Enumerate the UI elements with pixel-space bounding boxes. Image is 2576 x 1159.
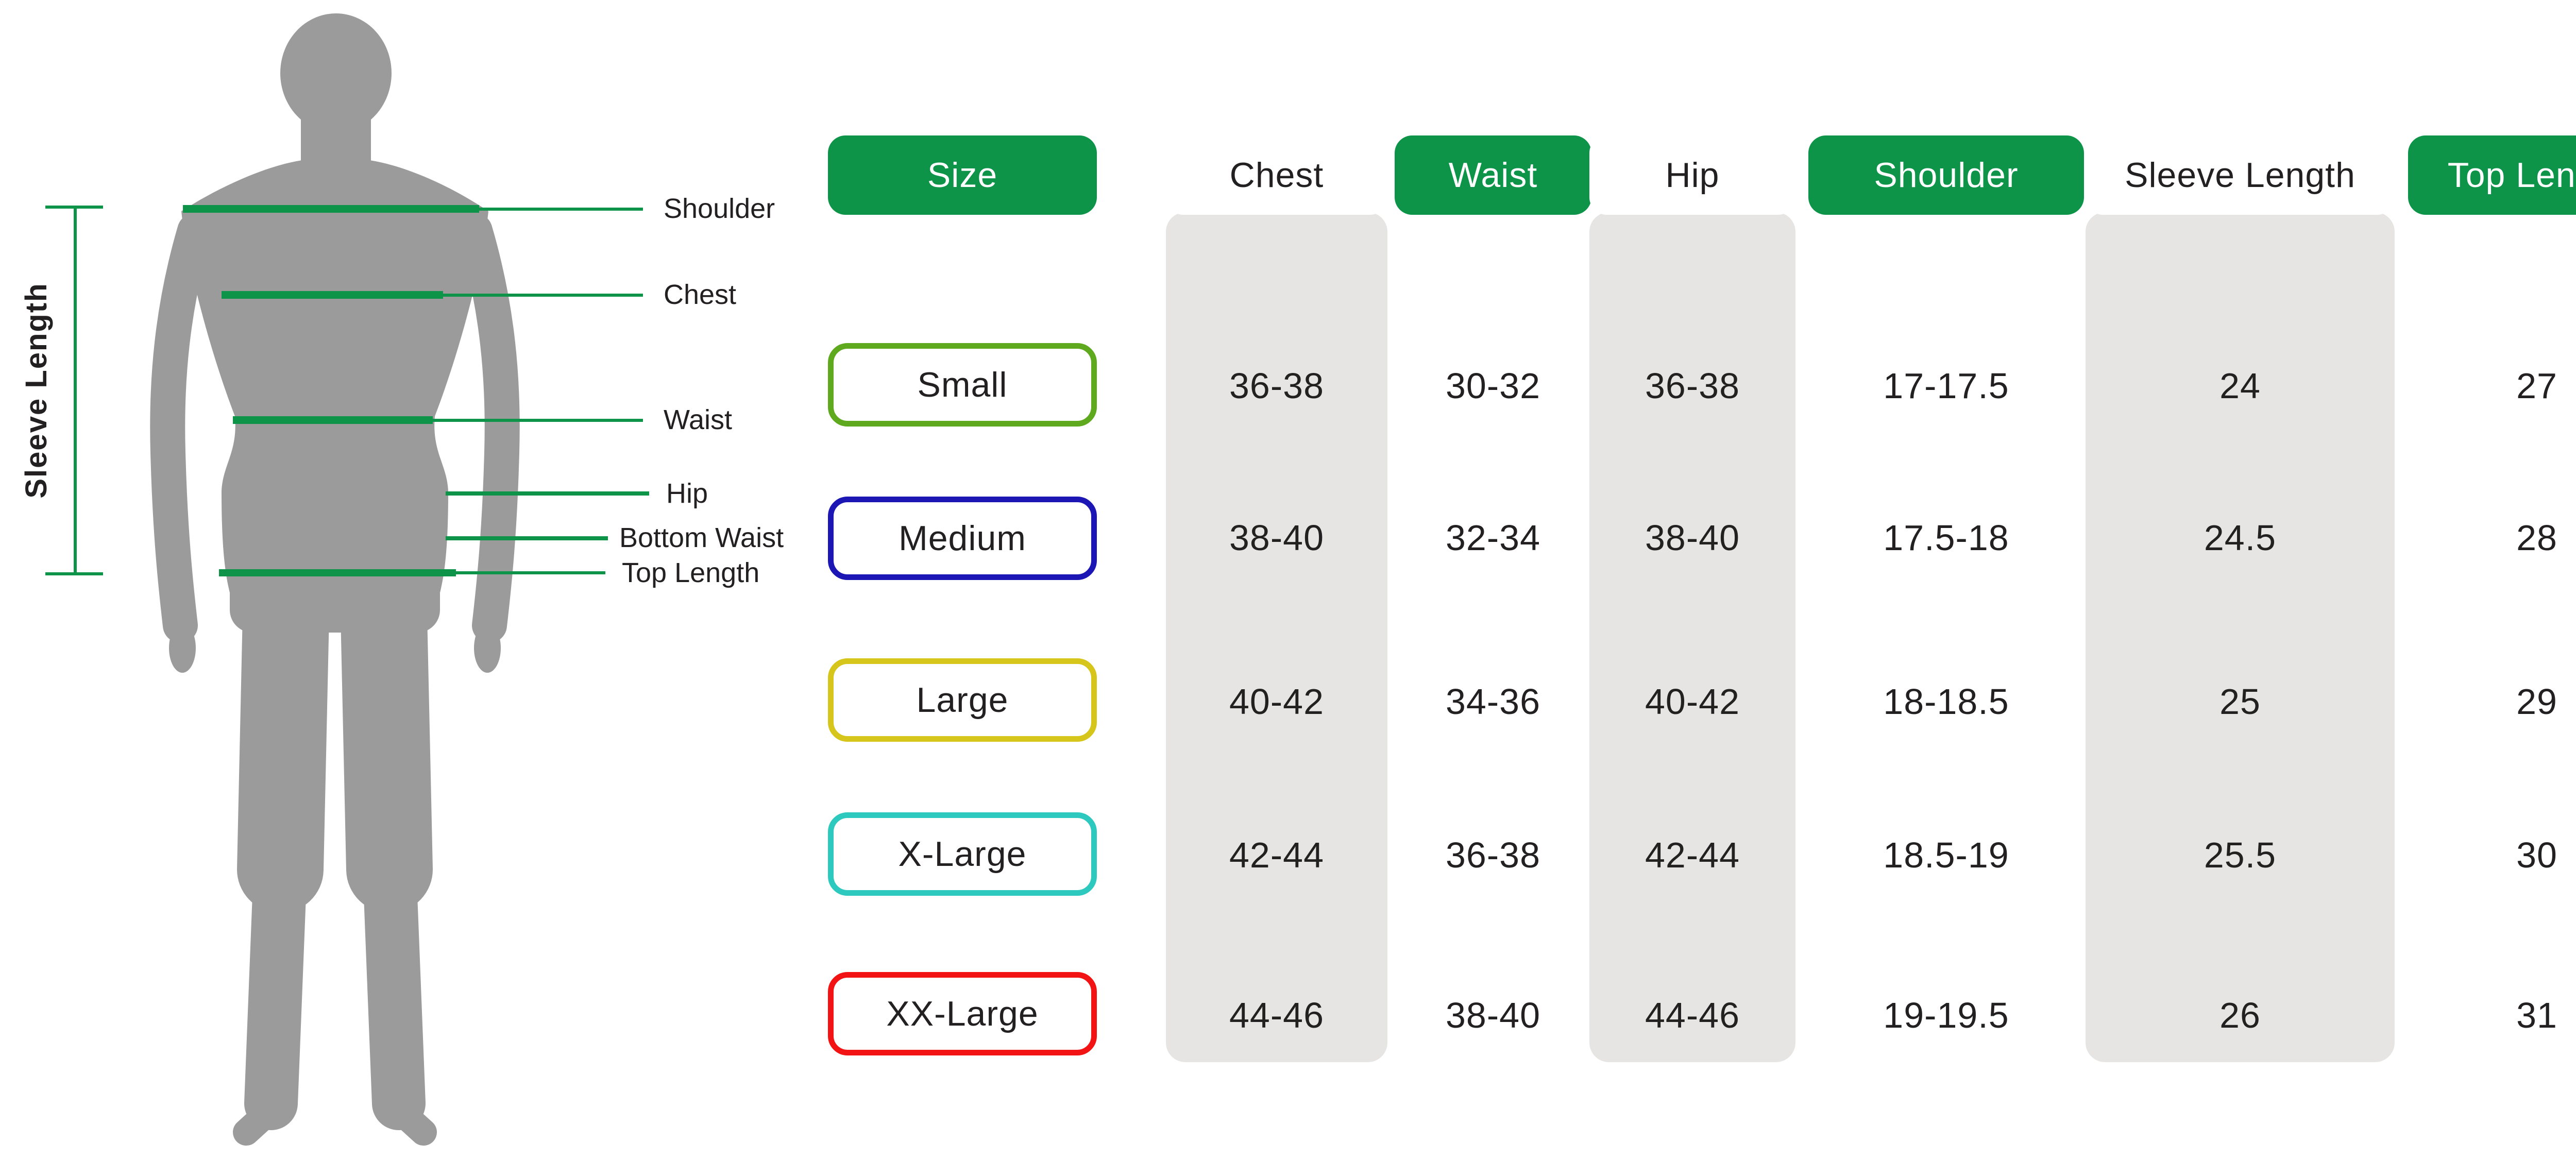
cell-xx-large-sleeve-length: 26: [2219, 995, 2261, 1035]
chest-leader-line: [443, 294, 643, 297]
cell-xx-large-top-length: 31: [2516, 995, 2557, 1035]
column-band-hip: [1589, 212, 1795, 1062]
cell-small-hip: 36-38: [1645, 366, 1740, 406]
column-header-chest: Chest: [1166, 135, 1387, 215]
cell-medium-top-length: 28: [2516, 518, 2557, 558]
sleeve-length-vertical-line: [74, 207, 77, 574]
sleeve-length-top-tick: [45, 206, 103, 209]
cell-small-chest: 36-38: [1229, 366, 1325, 406]
column-header-sleeve-length: Sleeve Length: [2086, 135, 2395, 215]
shoulder-label: Shoulder: [664, 193, 775, 224]
waist-label: Waist: [664, 404, 732, 435]
cell-x-large-waist: 36-38: [1445, 835, 1541, 875]
cell-xx-large-hip: 44-46: [1645, 995, 1740, 1035]
bottom-waist-label: Bottom Waist: [619, 522, 784, 553]
cell-medium-hip: 38-40: [1645, 518, 1740, 558]
cell-x-large-sleeve-length: 25.5: [2204, 835, 2277, 875]
cell-medium-chest: 38-40: [1229, 518, 1325, 558]
cell-medium-sleeve-length: 24.5: [2204, 518, 2277, 558]
cell-x-large-shoulder: 18.5-19: [1883, 835, 2009, 875]
cell-x-large-chest: 42-44: [1229, 835, 1325, 875]
size-badge-x-large: X-Large: [828, 812, 1097, 896]
cell-x-large-hip: 42-44: [1645, 835, 1740, 875]
cell-medium-shoulder: 17.5-18: [1883, 518, 2009, 558]
cell-xx-large-chest: 44-46: [1229, 995, 1325, 1035]
column-header-waist: Waist: [1395, 135, 1591, 215]
cell-small-sleeve-length: 24: [2219, 366, 2261, 406]
hip-label: Hip: [666, 478, 708, 509]
top-length-label: Top Length: [622, 557, 760, 588]
size-badge-small: Small: [828, 343, 1097, 427]
cell-x-large-top-length: 30: [2516, 835, 2557, 875]
top-length-leader-line: [456, 571, 605, 574]
size-badge-xx-large: XX-Large: [828, 972, 1097, 1055]
cell-large-top-length: 29: [2516, 681, 2557, 722]
cell-small-waist: 30-32: [1445, 366, 1541, 406]
cell-large-hip: 40-42: [1645, 681, 1740, 722]
cell-medium-waist: 32-34: [1445, 518, 1541, 558]
shoulder-measure-line: [183, 205, 479, 213]
cell-small-shoulder: 17-17.5: [1883, 366, 2009, 406]
bottom-waist-measure-line: [446, 536, 608, 540]
column-band-chest: [1166, 212, 1387, 1062]
waist-measure-line: [233, 416, 433, 424]
size-badge-large: Large: [828, 658, 1097, 742]
chest-measure-line: [222, 291, 443, 299]
cell-small-top-length: 27: [2516, 366, 2557, 406]
body-silhouette: [150, 13, 520, 1146]
waist-leader-line: [433, 419, 643, 422]
column-header-size: Size: [828, 135, 1097, 215]
top-length-measure-line: [219, 569, 456, 576]
column-band-sleeve-length: [2086, 212, 2395, 1062]
sleeve-length-label: Sleeve Length: [20, 282, 53, 499]
column-header-shoulder: Shoulder: [1808, 135, 2084, 215]
column-header-hip: Hip: [1589, 135, 1795, 215]
cell-xx-large-shoulder: 19-19.5: [1883, 995, 2009, 1035]
shoulder-leader-line: [479, 208, 643, 211]
cell-large-waist: 34-36: [1445, 681, 1541, 722]
column-header-top-length: Top Length: [2408, 135, 2576, 215]
cell-large-shoulder: 18-18.5: [1883, 681, 2009, 722]
size-badge-medium: Medium: [828, 497, 1097, 580]
cell-large-sleeve-length: 25: [2219, 681, 2261, 722]
cell-xx-large-waist: 38-40: [1445, 995, 1541, 1035]
sleeve-length-bottom-tick: [45, 572, 103, 575]
cell-large-chest: 40-42: [1229, 681, 1325, 722]
chest-label: Chest: [664, 279, 737, 310]
hip-measure-line: [446, 491, 649, 496]
